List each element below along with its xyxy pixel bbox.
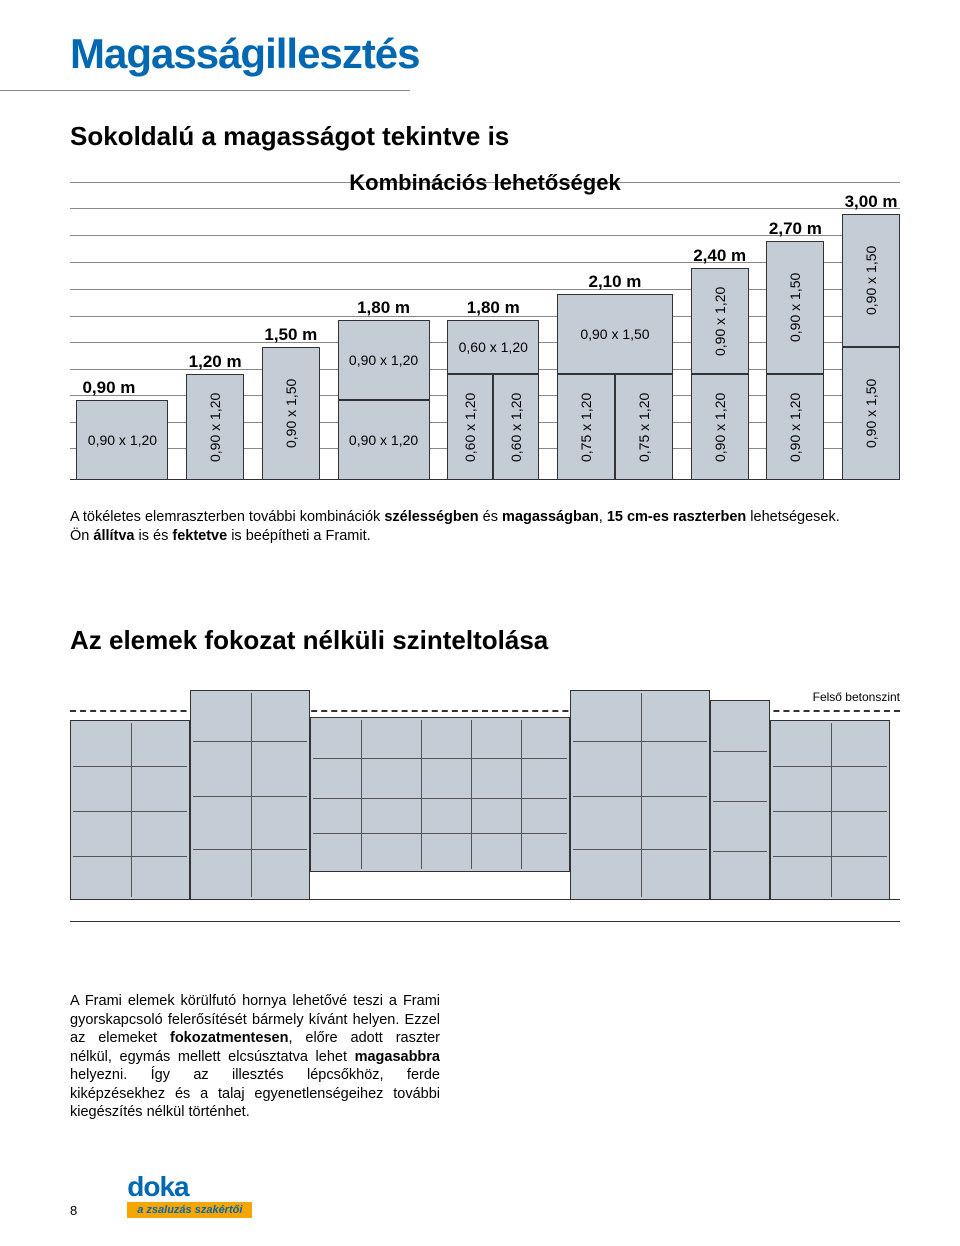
column-height-label: 2,40 m [693, 246, 746, 266]
column-height-label: 3,00 m [845, 192, 898, 212]
column-height-label: 2,70 m [769, 219, 822, 239]
chart-cell: 0,90 x 1,20 [691, 268, 749, 374]
logo-text: doka [127, 1176, 188, 1198]
ground-line [70, 899, 900, 900]
chart-cell: 0,90 x 1,50 [262, 347, 320, 480]
panel-illustration [770, 720, 890, 900]
chart-cell: 0,75 x 1,20 [557, 374, 615, 480]
chart-cell: 0,60 x 1,20 [447, 374, 493, 480]
page-title: Magasságillesztés [70, 30, 900, 78]
panel-illustration [710, 700, 770, 900]
chart-cell: 0,90 x 1,20 [338, 320, 430, 400]
panel-illustration [310, 717, 570, 872]
title-rule [0, 90, 410, 91]
chart-column: 0,90 x 1,200,90 x 1,201,80 m [338, 320, 430, 480]
description-2: A Frami elemek körülfutó hornya lehetővé… [70, 992, 440, 1122]
column-height-label: 0,90 m [82, 378, 135, 398]
chart-column: 0,90 x 1,201,20 m [186, 374, 244, 480]
concrete-level-label: Felső betonszint [813, 690, 900, 704]
chart-cell: 0,90 x 1,50 [842, 214, 900, 347]
panel-illustration [70, 720, 190, 900]
chart-cell: 0,90 x 1,20 [338, 400, 430, 480]
logo: doka a zsaluzás szakértői [127, 1176, 252, 1218]
chart-cell: 0,60 x 1,20 [447, 320, 539, 374]
chart-cell: 0,90 x 1,50 [766, 241, 824, 374]
column-height-label: 1,80 m [357, 298, 410, 318]
chart-cell: 0,60 x 1,20 [493, 374, 539, 480]
column-height-label: 2,10 m [588, 272, 641, 292]
chart-cell: 0,90 x 1,20 [691, 374, 749, 480]
combination-chart: Kombinációs lehetőségek 0,90 x 1,200,90 … [70, 170, 900, 480]
panel-illustration [190, 690, 310, 900]
page-footer: 8 doka a zsaluzás szakértői [70, 1176, 900, 1218]
section2-title: Az elemek fokozat nélküli szinteltolása [70, 625, 900, 656]
chart-column: 0,90 x 1,500,90 x 1,202,70 m [766, 241, 824, 480]
chart-cell: 0,90 x 1,50 [557, 294, 673, 374]
column-height-label: 1,50 m [264, 325, 317, 345]
description-1: A tökéletes elemraszterben további kombi… [70, 508, 900, 545]
page-number: 8 [70, 1203, 77, 1218]
chart-cell: 0,90 x 1,20 [186, 374, 244, 480]
level-shift-diagram: Felső betonszint [70, 672, 900, 952]
chart-column: 0,60 x 1,200,60 x 1,200,60 x 1,201,80 m [447, 320, 539, 480]
column-height-label: 1,20 m [189, 352, 242, 372]
ground-line [70, 921, 900, 922]
chart-column: 0,90 x 1,501,50 m [262, 347, 320, 480]
chart-column: 0,90 x 1,500,75 x 1,200,75 x 1,202,10 m [557, 294, 673, 480]
column-height-label: 1,80 m [467, 298, 520, 318]
chart-cell: 0,90 x 1,20 [76, 400, 168, 480]
chart-cell: 0,90 x 1,50 [842, 347, 900, 480]
panel-illustration [570, 690, 710, 900]
chart-column: 0,90 x 1,200,90 m [76, 400, 168, 480]
chart-column: 0,90 x 1,200,90 x 1,202,40 m [691, 268, 749, 480]
chart-columns: 0,90 x 1,200,90 m0,90 x 1,201,20 m0,90 x… [70, 170, 900, 480]
chart-cell: 0,75 x 1,20 [615, 374, 673, 480]
page-subtitle: Sokoldalú a magasságot tekintve is [70, 121, 900, 152]
logo-tagline: a zsaluzás szakértői [127, 1202, 252, 1218]
chart-cell: 0,90 x 1,20 [766, 374, 824, 480]
chart-column: 0,90 x 1,500,90 x 1,503,00 m [842, 214, 900, 480]
